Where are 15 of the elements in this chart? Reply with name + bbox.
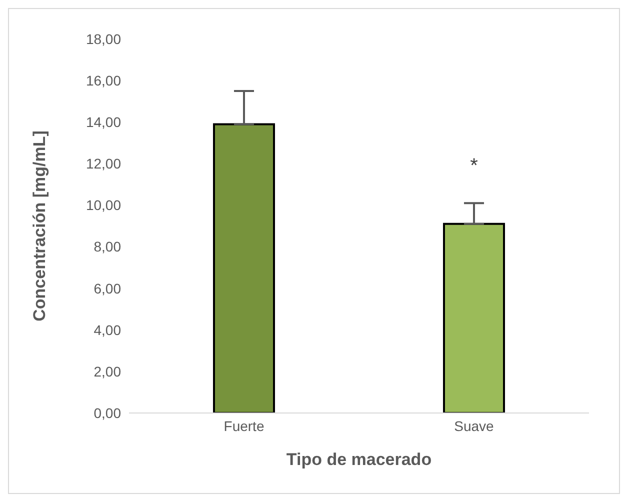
y-tick-label: 14,00 bbox=[86, 114, 122, 130]
y-tick-label: 4,00 bbox=[94, 322, 122, 338]
x-tick-label: Fuerte bbox=[224, 418, 264, 434]
x-tick-label: Suave bbox=[454, 418, 494, 434]
y-tick-label: 12,00 bbox=[86, 156, 122, 172]
annotation: * bbox=[470, 154, 478, 177]
y-tick-label: 8,00 bbox=[94, 238, 122, 255]
y-tick-label: 0,00 bbox=[94, 404, 122, 421]
y-axis-title: Concentración [mg/mL] bbox=[30, 130, 50, 322]
y-tick-label: 18,00 bbox=[86, 30, 122, 47]
y-tick-label: 2,00 bbox=[94, 363, 122, 380]
y-tick-label: 10,00 bbox=[86, 197, 122, 214]
x-axis-title: Tipo de macerado bbox=[286, 450, 432, 469]
y-tick-label: 6,00 bbox=[94, 280, 122, 296]
y-tick-label: 16,00 bbox=[86, 72, 122, 89]
